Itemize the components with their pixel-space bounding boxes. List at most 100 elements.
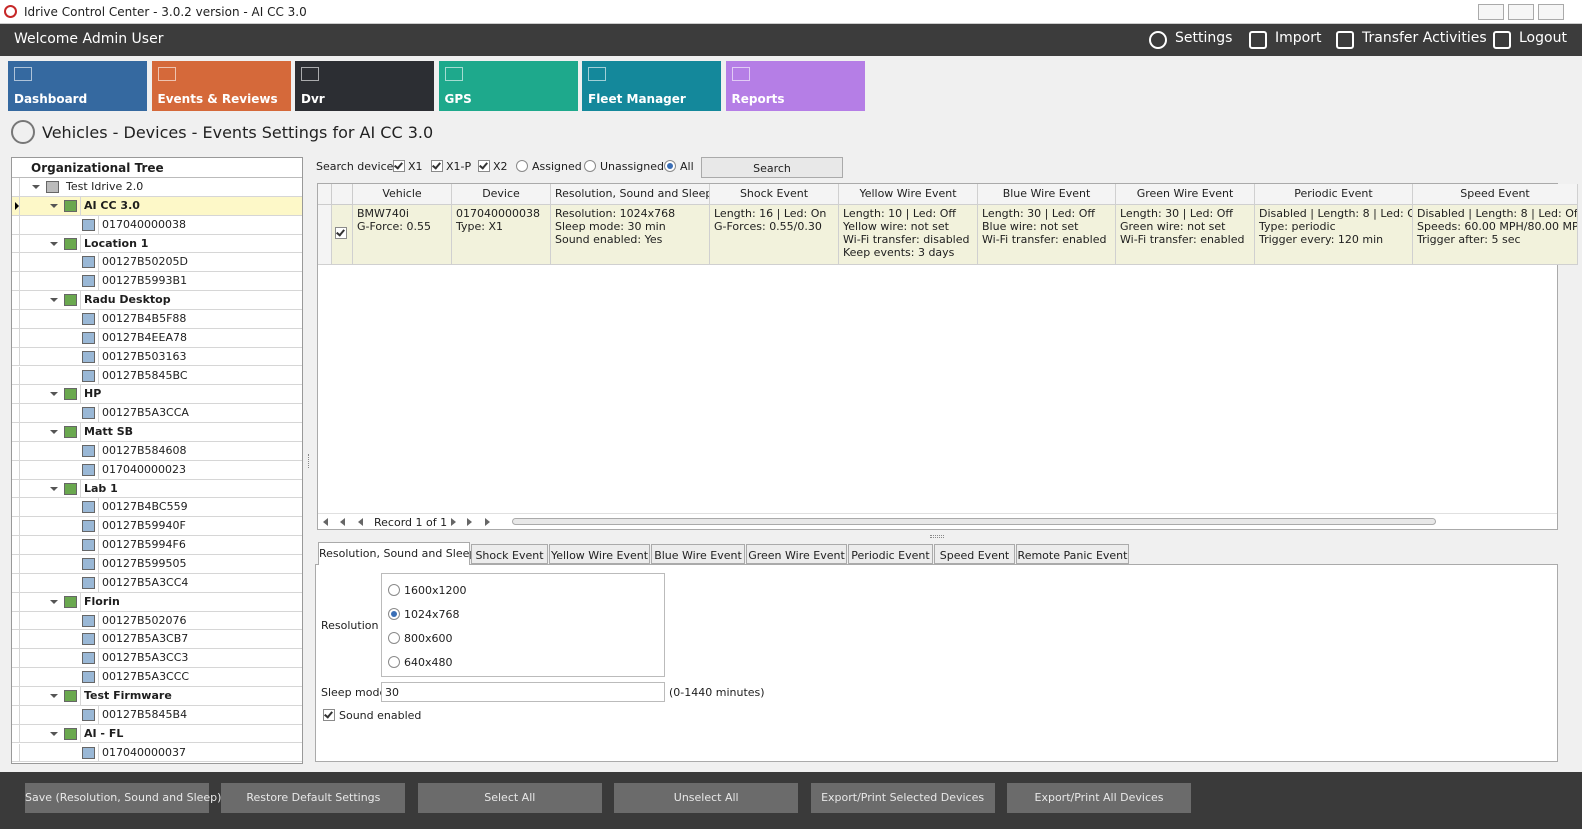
tile-label[interactable]: Reports	[731, 92, 785, 106]
tree-label[interactable]: 00127B50205D	[102, 255, 189, 269]
nav-tile[interactable]: Fleet Manager	[582, 61, 721, 111]
tree-row[interactable]: AI - FL	[12, 724, 302, 744]
expand-arrow[interactable]	[50, 693, 58, 698]
grid-cell[interactable]: Length: 10 | Led: Off Yellow wire: not se…	[839, 205, 978, 265]
tab[interactable]: Speed Event	[934, 544, 1015, 564]
tree-row[interactable]: 00127B5A3CCA	[12, 404, 302, 424]
tree-row[interactable]: 00127B5A3CB7	[12, 630, 302, 650]
nav-tile[interactable]: Events & Reviews	[151, 61, 291, 111]
tile-label[interactable]: Dvr	[301, 92, 325, 106]
tree-label[interactable]: 00127B5A3CCC	[102, 670, 190, 684]
checkbox[interactable]	[431, 160, 443, 172]
row-check-cell[interactable]	[332, 205, 353, 265]
tab[interactable]: Shock Event	[471, 544, 548, 564]
column-header[interactable]: Periodic Event	[1255, 184, 1413, 205]
radio-label[interactable]: Assigned	[532, 160, 582, 173]
menu-item[interactable]: Logout	[1491, 30, 1567, 50]
tree-label[interactable]: Florin	[84, 594, 120, 608]
radio[interactable]	[516, 160, 528, 172]
tab[interactable]: Periodic Event	[848, 544, 933, 564]
tree-label[interactable]: 00127B5A3CC4	[102, 575, 189, 589]
expand-arrow[interactable]	[50, 731, 58, 736]
menu-label[interactable]: Logout	[1519, 30, 1567, 46]
tile-label[interactable]: Fleet Manager	[588, 92, 686, 106]
column-header[interactable]: Yellow Wire Event	[839, 184, 978, 205]
tree-row[interactable]: Test Idrive 2.0	[12, 178, 302, 197]
menu-label[interactable]: Settings	[1175, 30, 1233, 46]
pager-button[interactable]	[358, 518, 363, 526]
sound-label[interactable]: Sound enabled	[339, 709, 422, 722]
tree-label[interactable]: 00127B4BC559	[102, 500, 188, 514]
tree-label[interactable]: 017040000037	[102, 745, 186, 759]
expand-arrow[interactable]	[50, 599, 58, 604]
tree-label[interactable]: 017040000038	[102, 217, 186, 231]
tree-label[interactable]: Matt SB	[84, 425, 134, 439]
column-header[interactable]: Green Wire Event	[1116, 184, 1255, 205]
tile-label[interactable]: GPS	[444, 92, 472, 106]
footer-button[interactable]: Export/Print All Devices	[1007, 783, 1191, 813]
tree-row[interactable]: 00127B503163	[12, 347, 302, 367]
radio[interactable]	[664, 160, 676, 172]
tile-label[interactable]: Events & Reviews	[157, 92, 278, 106]
grid-cell[interactable]: 017040000038 Type: X1	[452, 205, 551, 265]
tree-row[interactable]: HP	[12, 385, 302, 405]
minimize-button[interactable]	[1478, 4, 1504, 20]
checkbox[interactable]	[393, 160, 405, 172]
radio[interactable]	[388, 584, 400, 596]
tree-row[interactable]: 00127B584608	[12, 441, 302, 461]
grid-cell[interactable]: Length: 30 | Led: Off Green wire: not set…	[1116, 205, 1255, 265]
tree-label[interactable]: Test Firmware	[84, 688, 172, 702]
row-selector[interactable]	[318, 205, 332, 265]
tree-row[interactable]: 017040000038	[12, 215, 302, 235]
grid-cell[interactable]: Disabled | Length: 8 | Led: Off Type: per…	[1255, 205, 1413, 265]
tree-row[interactable]: 00127B5A3CCC	[12, 668, 302, 687]
tree-label[interactable]: AI CC 3.0	[84, 198, 140, 212]
tab[interactable]: Remote Panic Event	[1016, 544, 1129, 564]
tree-label[interactable]: Lab 1	[84, 481, 118, 495]
tree-label[interactable]: 00127B59940F	[102, 519, 186, 533]
tree-row[interactable]: Matt SB	[12, 423, 302, 442]
tree-label[interactable]: 00127B5845BC	[102, 368, 188, 382]
tree-row[interactable]: 00127B5845BC	[12, 366, 302, 386]
tree-row[interactable]: 00127B4EEA78	[12, 328, 302, 348]
radio-label[interactable]: Unassigned	[600, 160, 664, 173]
search-button[interactable]: Search	[701, 157, 843, 178]
tree-row[interactable]: 00127B5993B1	[12, 272, 302, 292]
radio-label[interactable]: 640x480	[404, 656, 453, 669]
pager-button[interactable]	[451, 518, 456, 526]
tree-row[interactable]: 017040000023	[12, 460, 302, 480]
expand-arrow[interactable]	[50, 241, 58, 246]
tree-label[interactable]: Radu Desktop	[84, 293, 171, 307]
tree-row[interactable]: 00127B5845B4	[12, 705, 302, 725]
footer-button[interactable]: Export/Print Selected Devices	[810, 783, 995, 813]
column-header[interactable]: Vehicle	[353, 184, 452, 205]
tree-row[interactable]: Florin	[12, 592, 302, 612]
checkbox[interactable]	[478, 160, 490, 172]
grid-cell[interactable]: Disabled | Length: 8 | Led: Off Speeds: 6…	[1413, 205, 1578, 265]
tree-label[interactable]: 00127B5A3CC3	[102, 651, 189, 665]
tree-label[interactable]: Test Idrive 2.0	[66, 180, 144, 193]
footer-button[interactable]: Unselect All	[614, 783, 799, 813]
tree-row[interactable]: 00127B5A3CC3	[12, 649, 302, 669]
tree-row[interactable]: Lab 1	[12, 479, 302, 499]
tree-label[interactable]: AI - FL	[84, 726, 124, 740]
radio[interactable]	[388, 632, 400, 644]
radio-label[interactable]: 800x600	[404, 632, 453, 645]
menu-label[interactable]: Import	[1275, 30, 1322, 46]
h-scrollbar[interactable]	[512, 518, 1436, 525]
tree-label[interactable]: 00127B584608	[102, 443, 187, 457]
menu-label[interactable]: Transfer Activities	[1362, 30, 1487, 46]
checkbox-label[interactable]: X1-P	[446, 160, 472, 173]
expand-arrow[interactable]	[50, 392, 58, 397]
tree-row[interactable]: 017040000037	[12, 743, 302, 763]
menu-item[interactable]: Import	[1247, 30, 1321, 50]
tree-row[interactable]: 00127B50205D	[12, 253, 302, 273]
grid-cell[interactable]: Resolution: 1024x768 Sleep mode: 30 min So…	[551, 205, 710, 265]
tile-label[interactable]: Dashboard	[14, 92, 88, 106]
grid-cell[interactable]: Length: 16 | Led: On G-Forces: 0.55/0.30	[710, 205, 839, 265]
tree-label[interactable]: 00127B5993B1	[102, 274, 188, 288]
pager-button[interactable]	[467, 518, 472, 526]
close-button[interactable]	[1538, 4, 1564, 20]
nav-tile[interactable]: Dvr	[295, 61, 434, 111]
checkbox-label[interactable]: X1	[408, 160, 423, 173]
